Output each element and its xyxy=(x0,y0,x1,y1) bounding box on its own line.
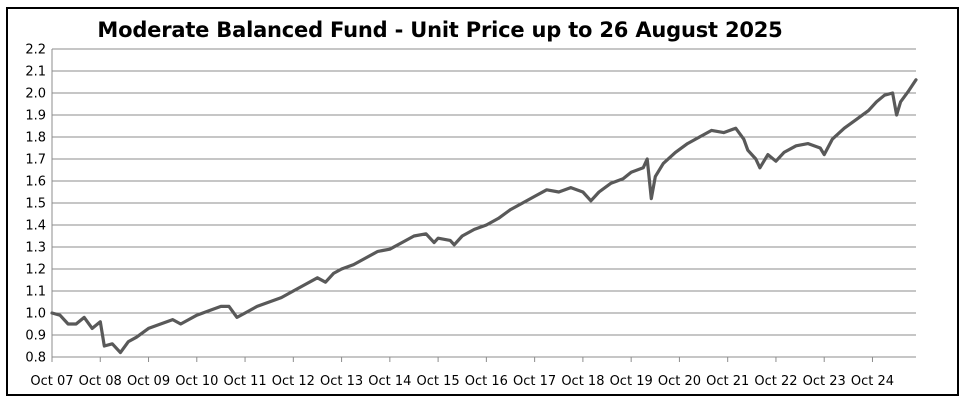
x-tick-label: Oct 15 xyxy=(417,374,460,389)
x-tick-label: Oct 21 xyxy=(706,374,749,389)
x-tick-label: Oct 20 xyxy=(658,374,701,389)
y-tick-label: 1.4 xyxy=(25,219,46,234)
y-tick-label: 1.7 xyxy=(25,153,46,168)
chart-frame xyxy=(6,7,959,396)
y-tick-label: 2.2 xyxy=(25,43,46,58)
x-tick-label: Oct 14 xyxy=(368,374,411,389)
x-tick-label: Oct 13 xyxy=(320,374,363,389)
y-tick-label: 0.8 xyxy=(25,351,46,366)
y-tick-label: 2.1 xyxy=(25,65,46,80)
y-tick-label: 1.2 xyxy=(25,263,46,278)
x-tick-label: Oct 11 xyxy=(223,374,266,389)
x-tick-label: Oct 09 xyxy=(127,374,170,389)
y-tick-label: 0.9 xyxy=(25,329,46,344)
y-tick-label: 1.1 xyxy=(25,285,46,300)
x-tick-label: Oct 22 xyxy=(754,374,797,389)
y-tick-label: 1.9 xyxy=(25,109,46,124)
chart-title: Moderate Balanced Fund - Unit Price up t… xyxy=(97,18,783,42)
y-tick-label: 2.0 xyxy=(25,87,46,102)
unit-price-line xyxy=(50,78,918,355)
x-tick-label: Oct 24 xyxy=(851,374,894,389)
y-tick-label: 1.3 xyxy=(25,241,46,256)
x-tick-label: Oct 12 xyxy=(272,374,315,389)
x-tick-label: Oct 18 xyxy=(561,374,604,389)
y-tick-label: 1.8 xyxy=(25,131,46,146)
x-tick-label: Oct 23 xyxy=(803,374,846,389)
x-tick-label: Oct 07 xyxy=(30,374,73,389)
x-tick-label: Oct 17 xyxy=(513,374,556,389)
x-tick-label: Oct 08 xyxy=(79,374,122,389)
y-tick-label: 1.5 xyxy=(25,197,46,212)
x-tick-label: Oct 10 xyxy=(175,374,218,389)
x-tick-label: Oct 19 xyxy=(610,374,653,389)
y-tick-label: 1.6 xyxy=(25,175,46,190)
y-tick-label: 1.0 xyxy=(25,307,46,322)
x-tick-label: Oct 16 xyxy=(465,374,508,389)
